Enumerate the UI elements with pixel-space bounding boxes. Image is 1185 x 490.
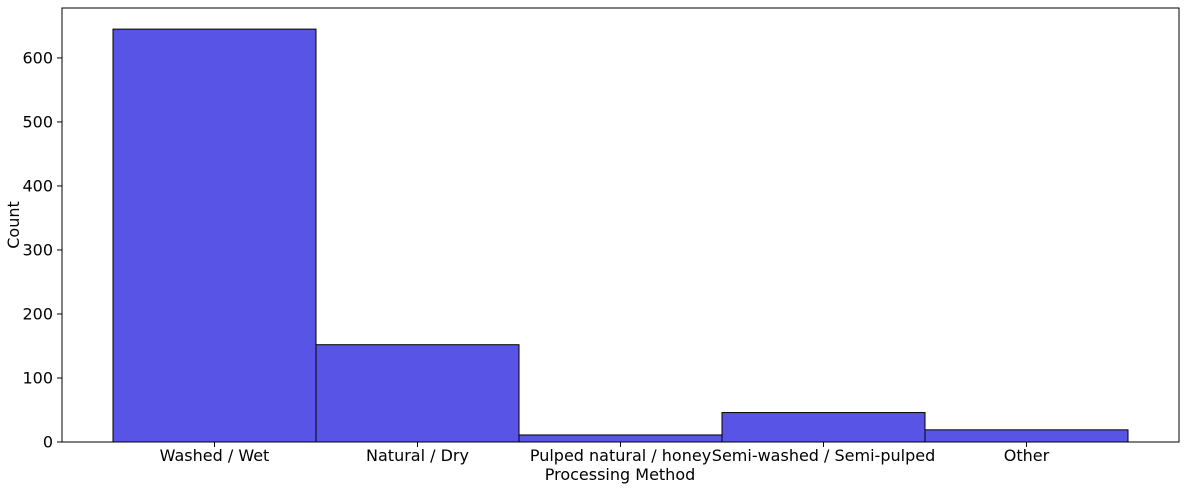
y-tick-label-100: 100 xyxy=(22,368,53,387)
y-tick-label-0: 0 xyxy=(43,433,53,452)
y-axis: 0 100 200 300 400 500 600 xyxy=(22,48,62,452)
x-tick-label-pulped-natural-honey: Pulped natural / honey xyxy=(530,446,711,465)
x-tick-label-natural-dry: Natural / Dry xyxy=(366,446,469,465)
bar-pulped-natural-honey xyxy=(518,434,723,443)
y-tick-label-300: 300 xyxy=(22,240,53,259)
y-tick-label-400: 400 xyxy=(22,176,53,195)
x-tick-label-washed-wet: Washed / Wet xyxy=(160,446,270,465)
x-axis: Washed / Wet Natural / Dry Pulped natural … xyxy=(160,442,1050,465)
x-tick-label-semi-washed-semi-pulped: Semi-washed / Semi-pulped xyxy=(712,446,935,465)
y-tick-label-200: 200 xyxy=(22,304,53,323)
y-axis-label: Count xyxy=(4,201,23,249)
x-axis-label: Processing Method xyxy=(545,465,696,484)
bars-group xyxy=(112,28,1129,443)
bar-semi-washed-semi-pulped xyxy=(721,412,926,443)
x-tick-label-other: Other xyxy=(1004,446,1050,465)
y-tick-label-600: 600 xyxy=(22,48,53,67)
y-tick-label-500: 500 xyxy=(22,112,53,131)
bar-natural-dry xyxy=(315,344,520,443)
bar-washed-wet xyxy=(112,28,317,443)
bar-other xyxy=(924,429,1129,443)
